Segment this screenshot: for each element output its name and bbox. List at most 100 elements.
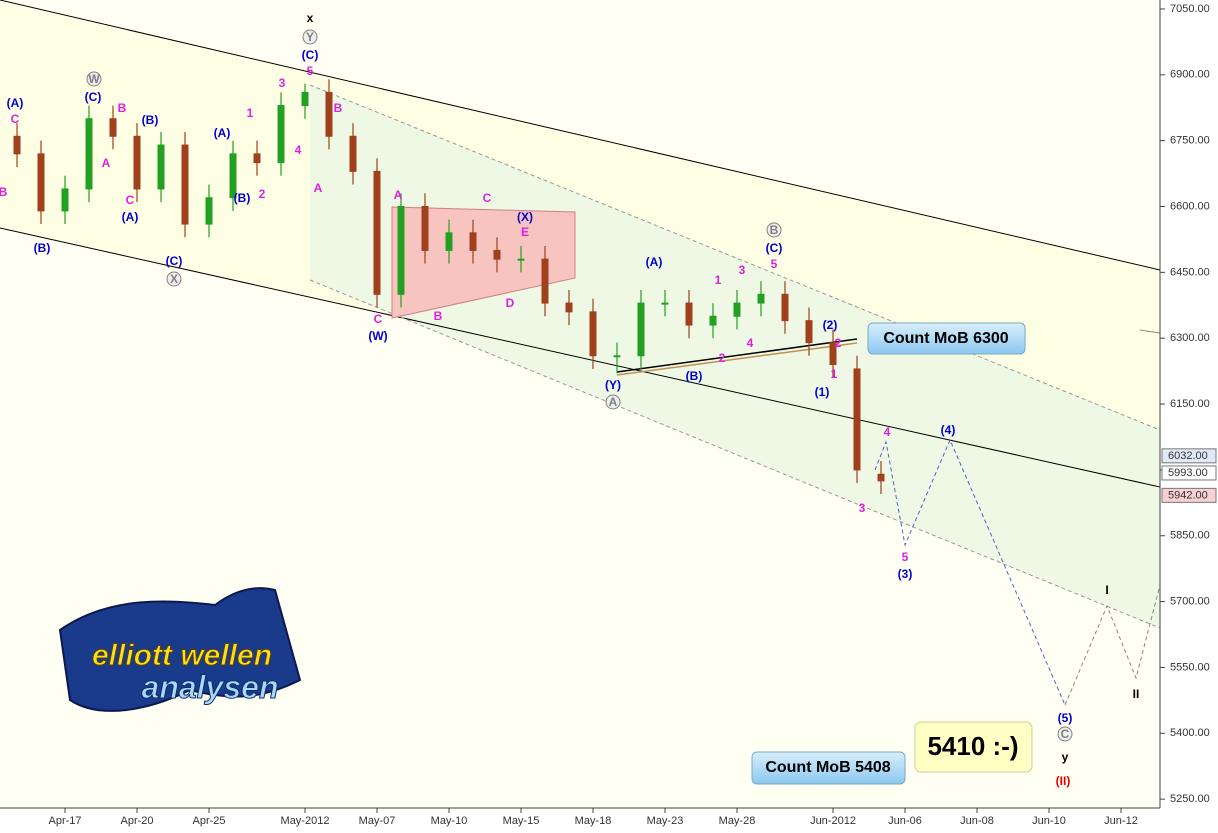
x-tick-label: May-10: [431, 815, 468, 827]
x-tick-label: May-2012: [281, 815, 330, 827]
x-tick-label: Apr-20: [120, 815, 153, 827]
channel-line: [0, 227, 1160, 488]
wave-label: C: [11, 112, 20, 126]
wave-circle: [605, 394, 621, 410]
wave-circle: [166, 271, 182, 287]
y-tick-label: 6300.00: [1170, 332, 1210, 344]
trend-line: [616, 338, 858, 373]
candle-body: [613, 355, 621, 358]
candle-body: [61, 188, 69, 212]
wave-label: B: [770, 223, 779, 237]
y-tick-label: 5550.00: [1170, 661, 1210, 673]
candle-body: [373, 170, 381, 295]
channels: [0, 0, 1160, 808]
candle-body: [877, 473, 885, 482]
wave-label: (B): [142, 113, 159, 127]
y-tick-label: 5250.00: [1170, 793, 1210, 805]
candle-body: [181, 144, 189, 225]
wave-label: (C): [166, 254, 183, 268]
wave-label: 5: [771, 257, 778, 271]
wave-label: 1: [715, 273, 722, 287]
wave-circle: [1057, 726, 1073, 742]
wave-label: 2: [719, 351, 726, 365]
candle-body: [277, 105, 285, 164]
candle-body: [397, 206, 405, 295]
x-tick-label: Jun-06: [888, 815, 922, 827]
wave-label: 1: [247, 106, 254, 120]
candle-body: [349, 135, 357, 172]
trend-line: [616, 342, 858, 376]
wave-label: A: [609, 395, 618, 409]
wave-label: (B): [34, 241, 51, 255]
channel-line: [0, 0, 1160, 271]
wave-label: 2: [835, 336, 842, 350]
wave-circle: [766, 222, 782, 238]
count-text: Count MoB 6300: [883, 330, 1008, 347]
projection: [874, 438, 1066, 706]
x-tick-label: May-15: [503, 815, 540, 827]
candle-body: [637, 302, 645, 357]
price-marker-label: 6032.00: [1168, 450, 1208, 462]
x-tick-label: Jun-08: [960, 815, 994, 827]
wave-label: 4: [747, 336, 754, 350]
candle-body: [541, 258, 549, 304]
wave-label: 1: [831, 367, 838, 381]
logo-text: analysen: [142, 669, 279, 705]
wave-label: A: [314, 181, 323, 195]
wave-label: 3: [859, 501, 866, 515]
wave-label: (4): [941, 423, 956, 437]
count-text: Count MoB 5408: [765, 759, 890, 776]
candle-body: [757, 293, 765, 304]
x-tick-label: Jun-2012: [810, 815, 856, 827]
wave-circle: [302, 29, 318, 45]
channel-dashed: [309, 84, 1160, 431]
candle-body: [829, 342, 837, 366]
wave-label: 4: [295, 143, 302, 157]
wave-label: (II): [1056, 774, 1071, 788]
target-text: 5410 :-): [927, 731, 1018, 761]
price-marker: [1161, 487, 1217, 503]
wave-label: I: [1105, 583, 1108, 597]
x-tick-label: Apr-17: [48, 815, 81, 827]
boxes: Count MoB 6300 Count MoB 5408 5410 :-): [751, 322, 1033, 785]
wave-circle: [86, 71, 102, 87]
count-box: [751, 751, 906, 785]
y-tick-label: 7050.00: [1170, 3, 1210, 15]
channel-dashed: [309, 279, 1160, 629]
wave-label: 5: [307, 64, 314, 78]
wave-label: C: [374, 312, 383, 326]
wave-label: (C): [766, 241, 783, 255]
wave-label: B: [118, 101, 127, 115]
candle-body: [517, 258, 525, 261]
candle-body: [709, 315, 717, 326]
candle-body: [661, 302, 669, 305]
wave-label: C: [483, 191, 492, 205]
wave-label: E: [521, 225, 529, 239]
wave-label: (W): [368, 329, 387, 343]
price-marker-label: 5993.00: [1168, 467, 1208, 479]
wave-label: (3): [898, 567, 913, 581]
candle-body: [133, 135, 141, 190]
price-marker: [1161, 448, 1217, 464]
logo-flag: [58, 587, 302, 712]
wave-label: (X): [517, 210, 533, 224]
price-marker-label: 5942.00: [1168, 489, 1208, 501]
wave-label: (C): [85, 90, 102, 104]
candle-body: [493, 249, 501, 260]
count-box: [867, 322, 1026, 355]
candle-body: [565, 302, 573, 313]
wave-label: (Y): [605, 378, 621, 392]
wave-label: (1): [815, 385, 830, 399]
x-tick-label: Jun-10: [1032, 815, 1066, 827]
candle-body: [589, 311, 597, 357]
wave-label: (2): [823, 318, 838, 332]
candle-body: [325, 91, 333, 137]
y-tick-label: 5700.00: [1170, 595, 1210, 607]
wave-label: 3: [739, 263, 746, 277]
wave-label: W: [88, 72, 100, 86]
wave-label: A: [394, 188, 403, 202]
wave-label: (C): [302, 48, 319, 62]
wave-label: 3: [279, 76, 286, 90]
candle-body: [253, 153, 261, 164]
